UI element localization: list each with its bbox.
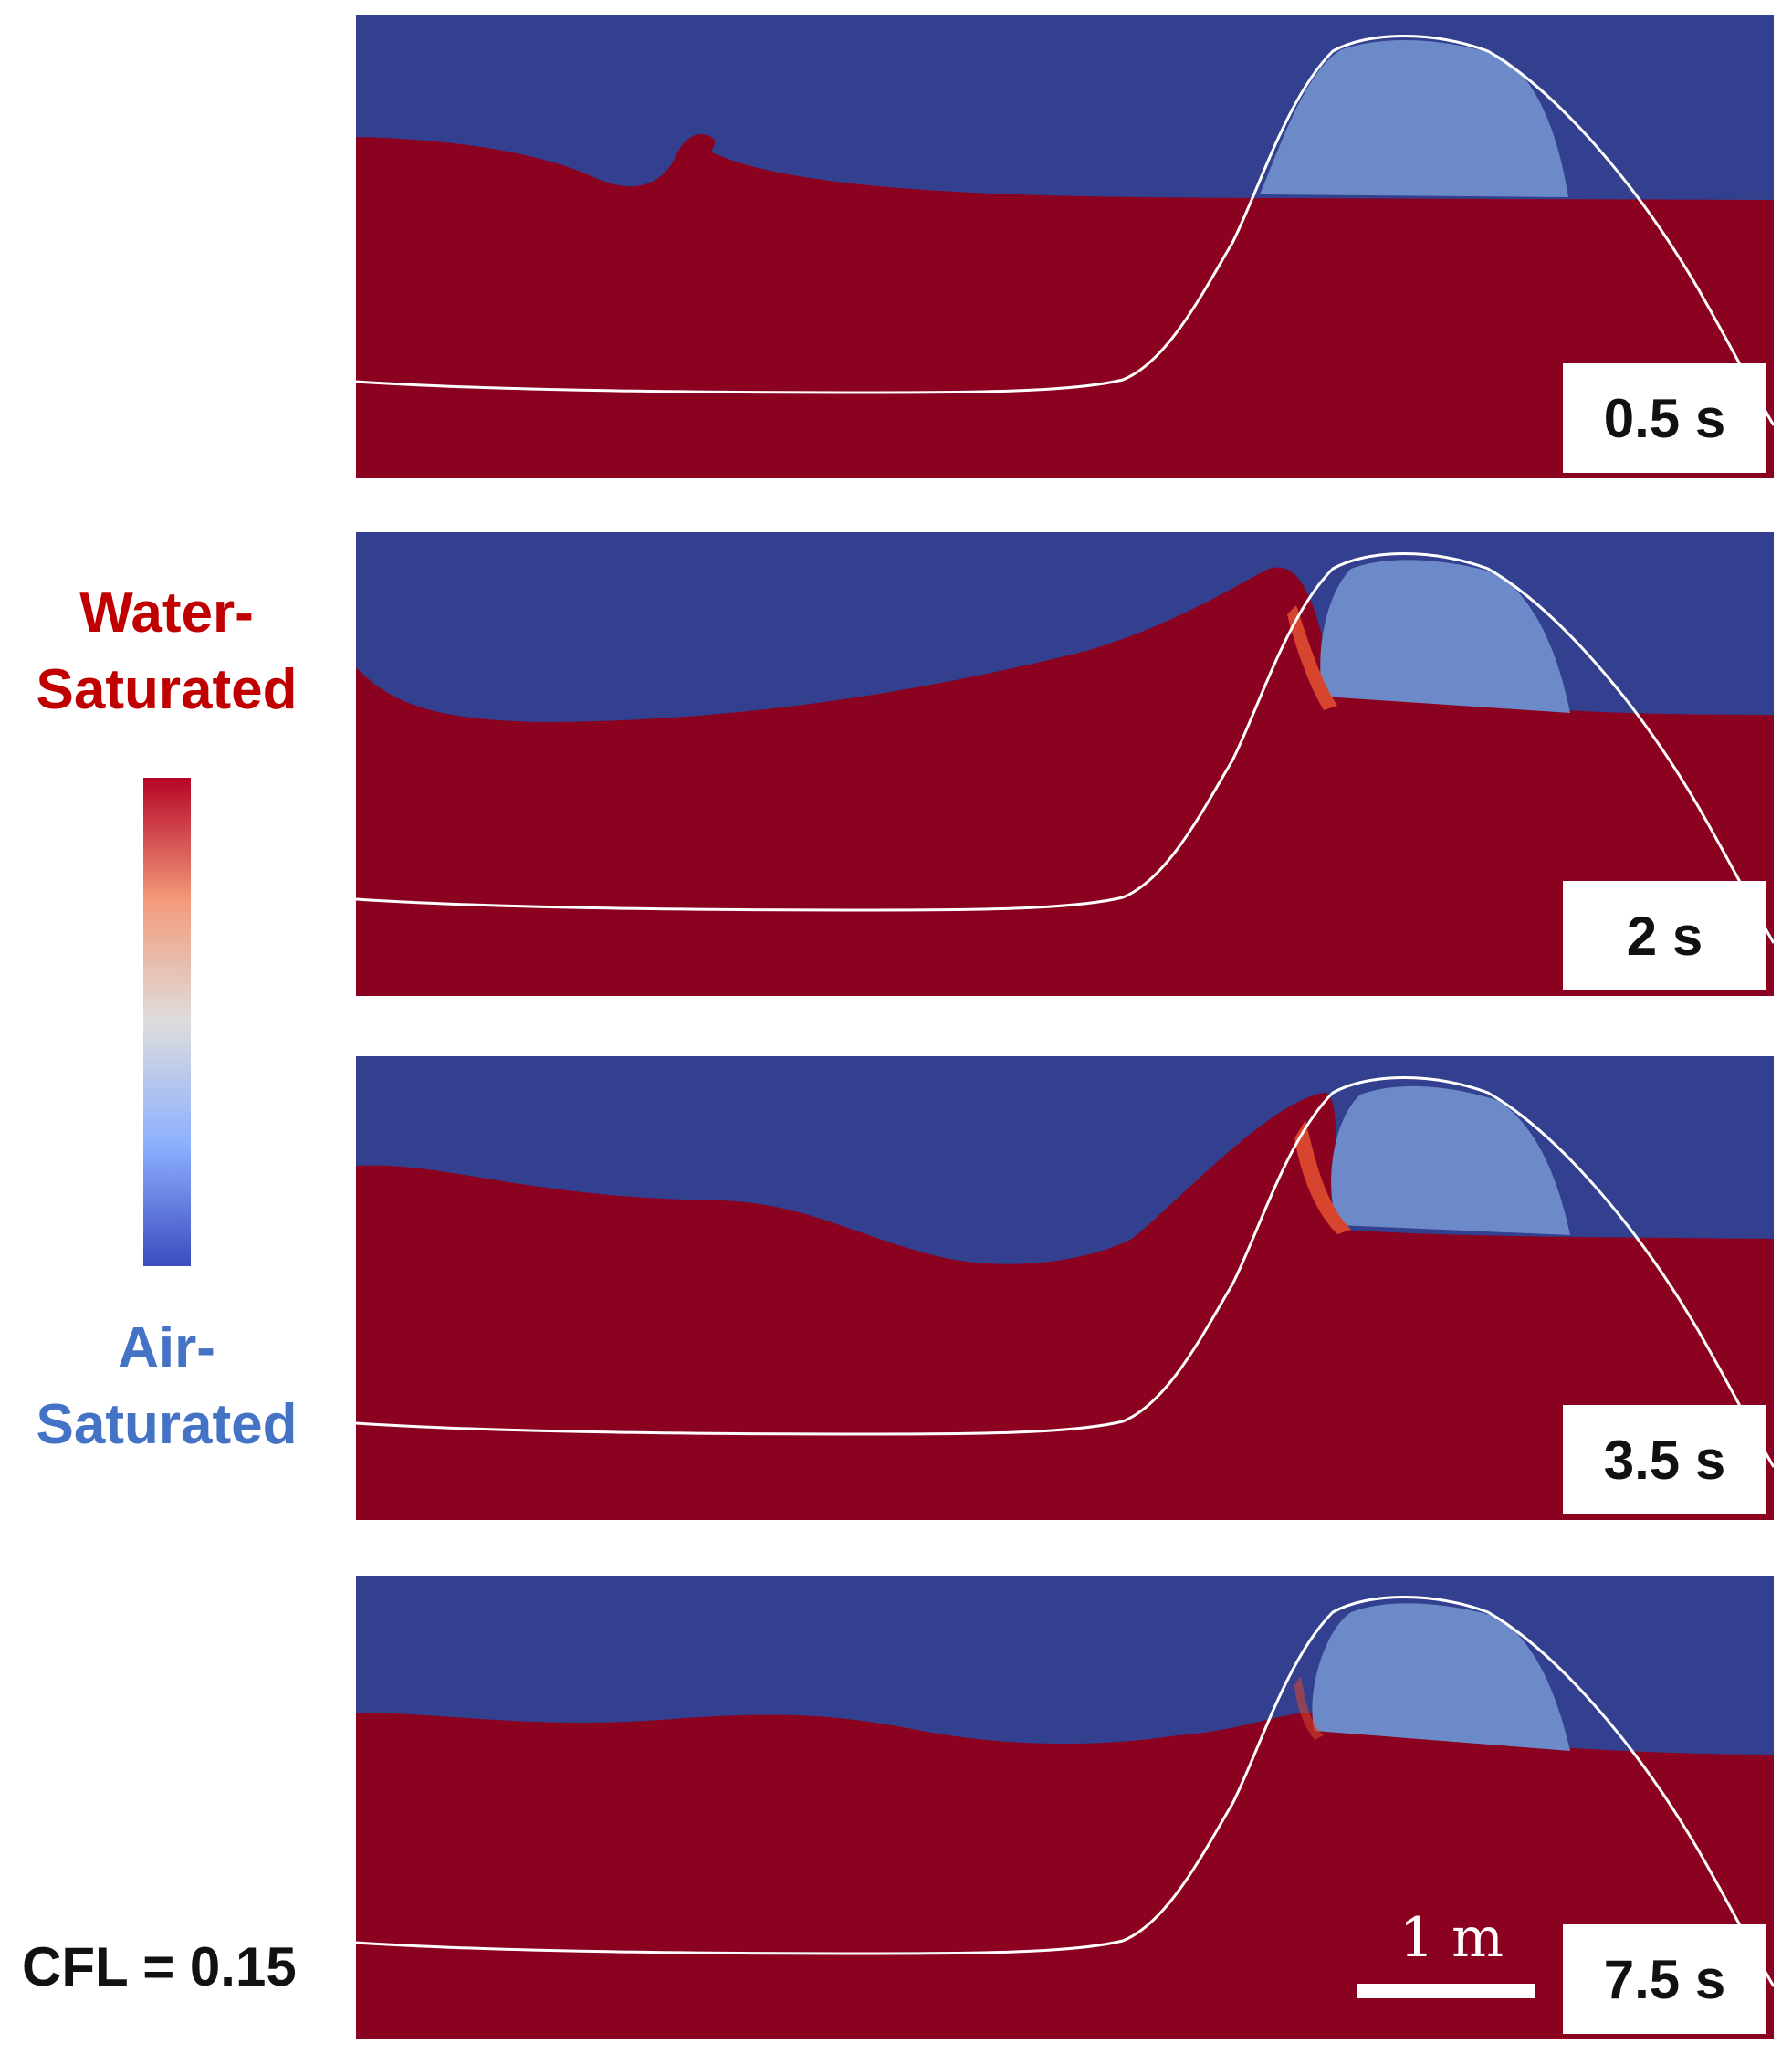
legend-water-saturated-label: Water- Saturated [0,575,333,728]
colorbar [143,778,191,1266]
simulation-panel-4: 7.5 s [356,1576,1774,2039]
legend-water-line1: Water- [79,582,254,644]
time-label: 3.5 s [1603,1429,1726,1491]
simulation-panel-1: 0.5 s [356,15,1774,478]
simulation-field [356,1576,1774,2039]
legend-air-line1: Air- [118,1316,215,1379]
scale-bar-label: 1 m [1399,1906,1504,1970]
cfl-label: CFL = 0.15 [22,1936,297,1997]
sand-contour [356,552,1774,944]
time-label-box: 2 s [1563,881,1766,990]
sand-contour [356,35,1774,426]
soil-dune [1320,560,1570,713]
time-label-box: 0.5 s [1563,363,1766,473]
legend-air-saturated-label: Air- Saturated [0,1310,333,1463]
water-region [356,567,1774,996]
time-label-box: 7.5 s [1563,1924,1766,2034]
soil-dune [1331,1085,1570,1235]
time-label: 7.5 s [1603,1948,1726,2010]
time-label: 0.5 s [1603,387,1726,449]
simulation-field [356,15,1774,478]
time-label: 2 s [1626,905,1703,967]
transition-zone [1287,605,1337,710]
simulation-field [356,1056,1774,1520]
simulation-field [356,532,1774,996]
transition-zone [1294,1676,1324,1740]
transition-zone [1294,1120,1351,1234]
scale-bar [1357,1984,1535,1998]
simulation-panel-3: 3.5 s [356,1056,1774,1520]
time-label-box: 3.5 s [1563,1405,1766,1514]
legend-air-line2: Saturated [36,1393,298,1456]
water-region [356,1713,1774,2039]
sand-contour [356,1596,1774,1987]
soil-dune [1260,39,1568,197]
simulation-panel-2: 2 s [356,532,1774,996]
legend-water-line2: Saturated [36,658,298,721]
water-region [356,1092,1774,1520]
sand-contour [356,1076,1774,1468]
soil-dune [1312,1603,1570,1751]
